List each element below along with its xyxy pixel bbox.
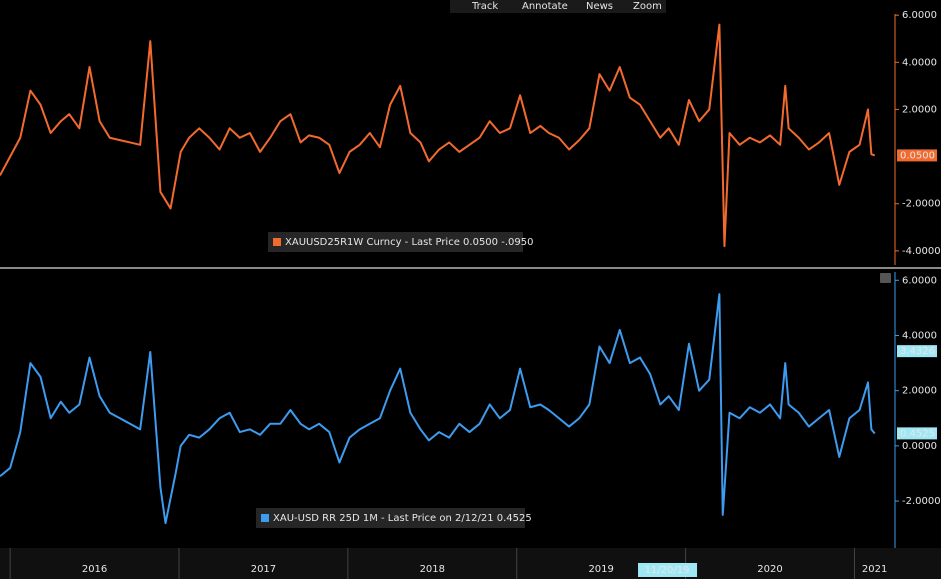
toolbar (450, 0, 666, 13)
y-tick-label: 2.0000 (902, 104, 937, 115)
last-price-label: 0.0500 (900, 150, 935, 161)
date-highlight-label: 11/20/19 (645, 565, 690, 576)
legend-swatch (273, 238, 281, 246)
y-tick-label: -2.0000 (902, 199, 941, 210)
toolbar-button[interactable]: Track (471, 1, 498, 12)
legend-label: XAUUSD25R1W Curncy - Last Price 0.0500 -… (285, 237, 533, 248)
x-axis-strip (0, 548, 941, 579)
y-tick-label: -2.0000 (902, 496, 941, 507)
series-line (0, 293, 876, 525)
y-tick-label: 0.0000 (902, 441, 937, 452)
last-price-marker (897, 427, 937, 440)
y-tick-label: 2.0000 (902, 386, 937, 397)
panel-menu-icon[interactable] (880, 273, 891, 283)
last-price-label: 3.4326 (900, 346, 935, 357)
x-tick-label: 2021 (862, 564, 887, 575)
legend-box (268, 232, 523, 252)
x-tick-label: 2018 (420, 564, 445, 575)
y-tick-label: 4.0000 (902, 57, 937, 68)
last-price-marker (897, 149, 937, 162)
last-price-marker (897, 345, 937, 358)
x-tick-label: 2016 (82, 564, 107, 575)
x-tick-label: 2019 (588, 564, 613, 575)
legend-label: XAU-USD RR 25D 1M - Last Price on 2/12/2… (273, 513, 532, 524)
y-tick-label: 6.0000 (902, 10, 937, 21)
last-price-label: 0.4525 (900, 428, 935, 439)
y-tick-label: 6.0000 (902, 275, 937, 286)
toolbar-button[interactable]: News (586, 1, 613, 12)
date-highlight (638, 563, 698, 577)
series-line (0, 23, 876, 248)
x-tick-label: 2020 (757, 564, 782, 575)
toolbar-button[interactable]: Zoom (633, 1, 662, 12)
y-tick-label: 4.0000 (902, 330, 937, 341)
legend-box (256, 508, 525, 528)
y-tick-label: -4.0000 (902, 246, 941, 257)
legend-swatch (261, 514, 269, 522)
toolbar-button[interactable]: Annotate (522, 1, 568, 12)
x-tick-label: 2017 (251, 564, 276, 575)
